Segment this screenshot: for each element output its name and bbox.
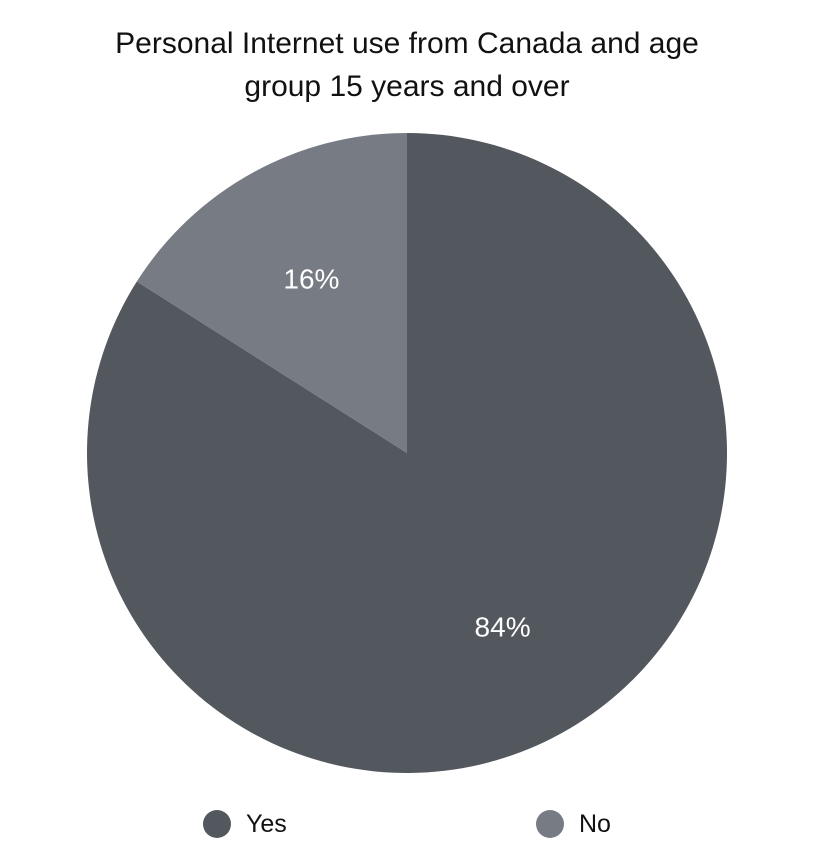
legend-swatch-no <box>536 810 564 838</box>
pie-slices <box>87 133 728 773</box>
legend-item-yes[interactable]: Yes <box>203 806 287 842</box>
slice-label-yes: 84% <box>475 611 531 642</box>
legend-swatch-yes <box>203 810 231 838</box>
slice-labels: 84% 16% <box>283 264 530 643</box>
pie-slice-no[interactable] <box>136 133 407 453</box>
legend-item-no[interactable]: No <box>536 806 611 842</box>
slice-label-no: 16% <box>283 264 339 295</box>
legend-label-no: No <box>579 809 611 838</box>
legend-label-yes: Yes <box>246 809 287 838</box>
pie-slice-yes[interactable] <box>87 133 728 773</box>
legend: Yes No <box>0 806 840 842</box>
chart-title: Personal Internet use from Canada and ag… <box>115 27 699 103</box>
